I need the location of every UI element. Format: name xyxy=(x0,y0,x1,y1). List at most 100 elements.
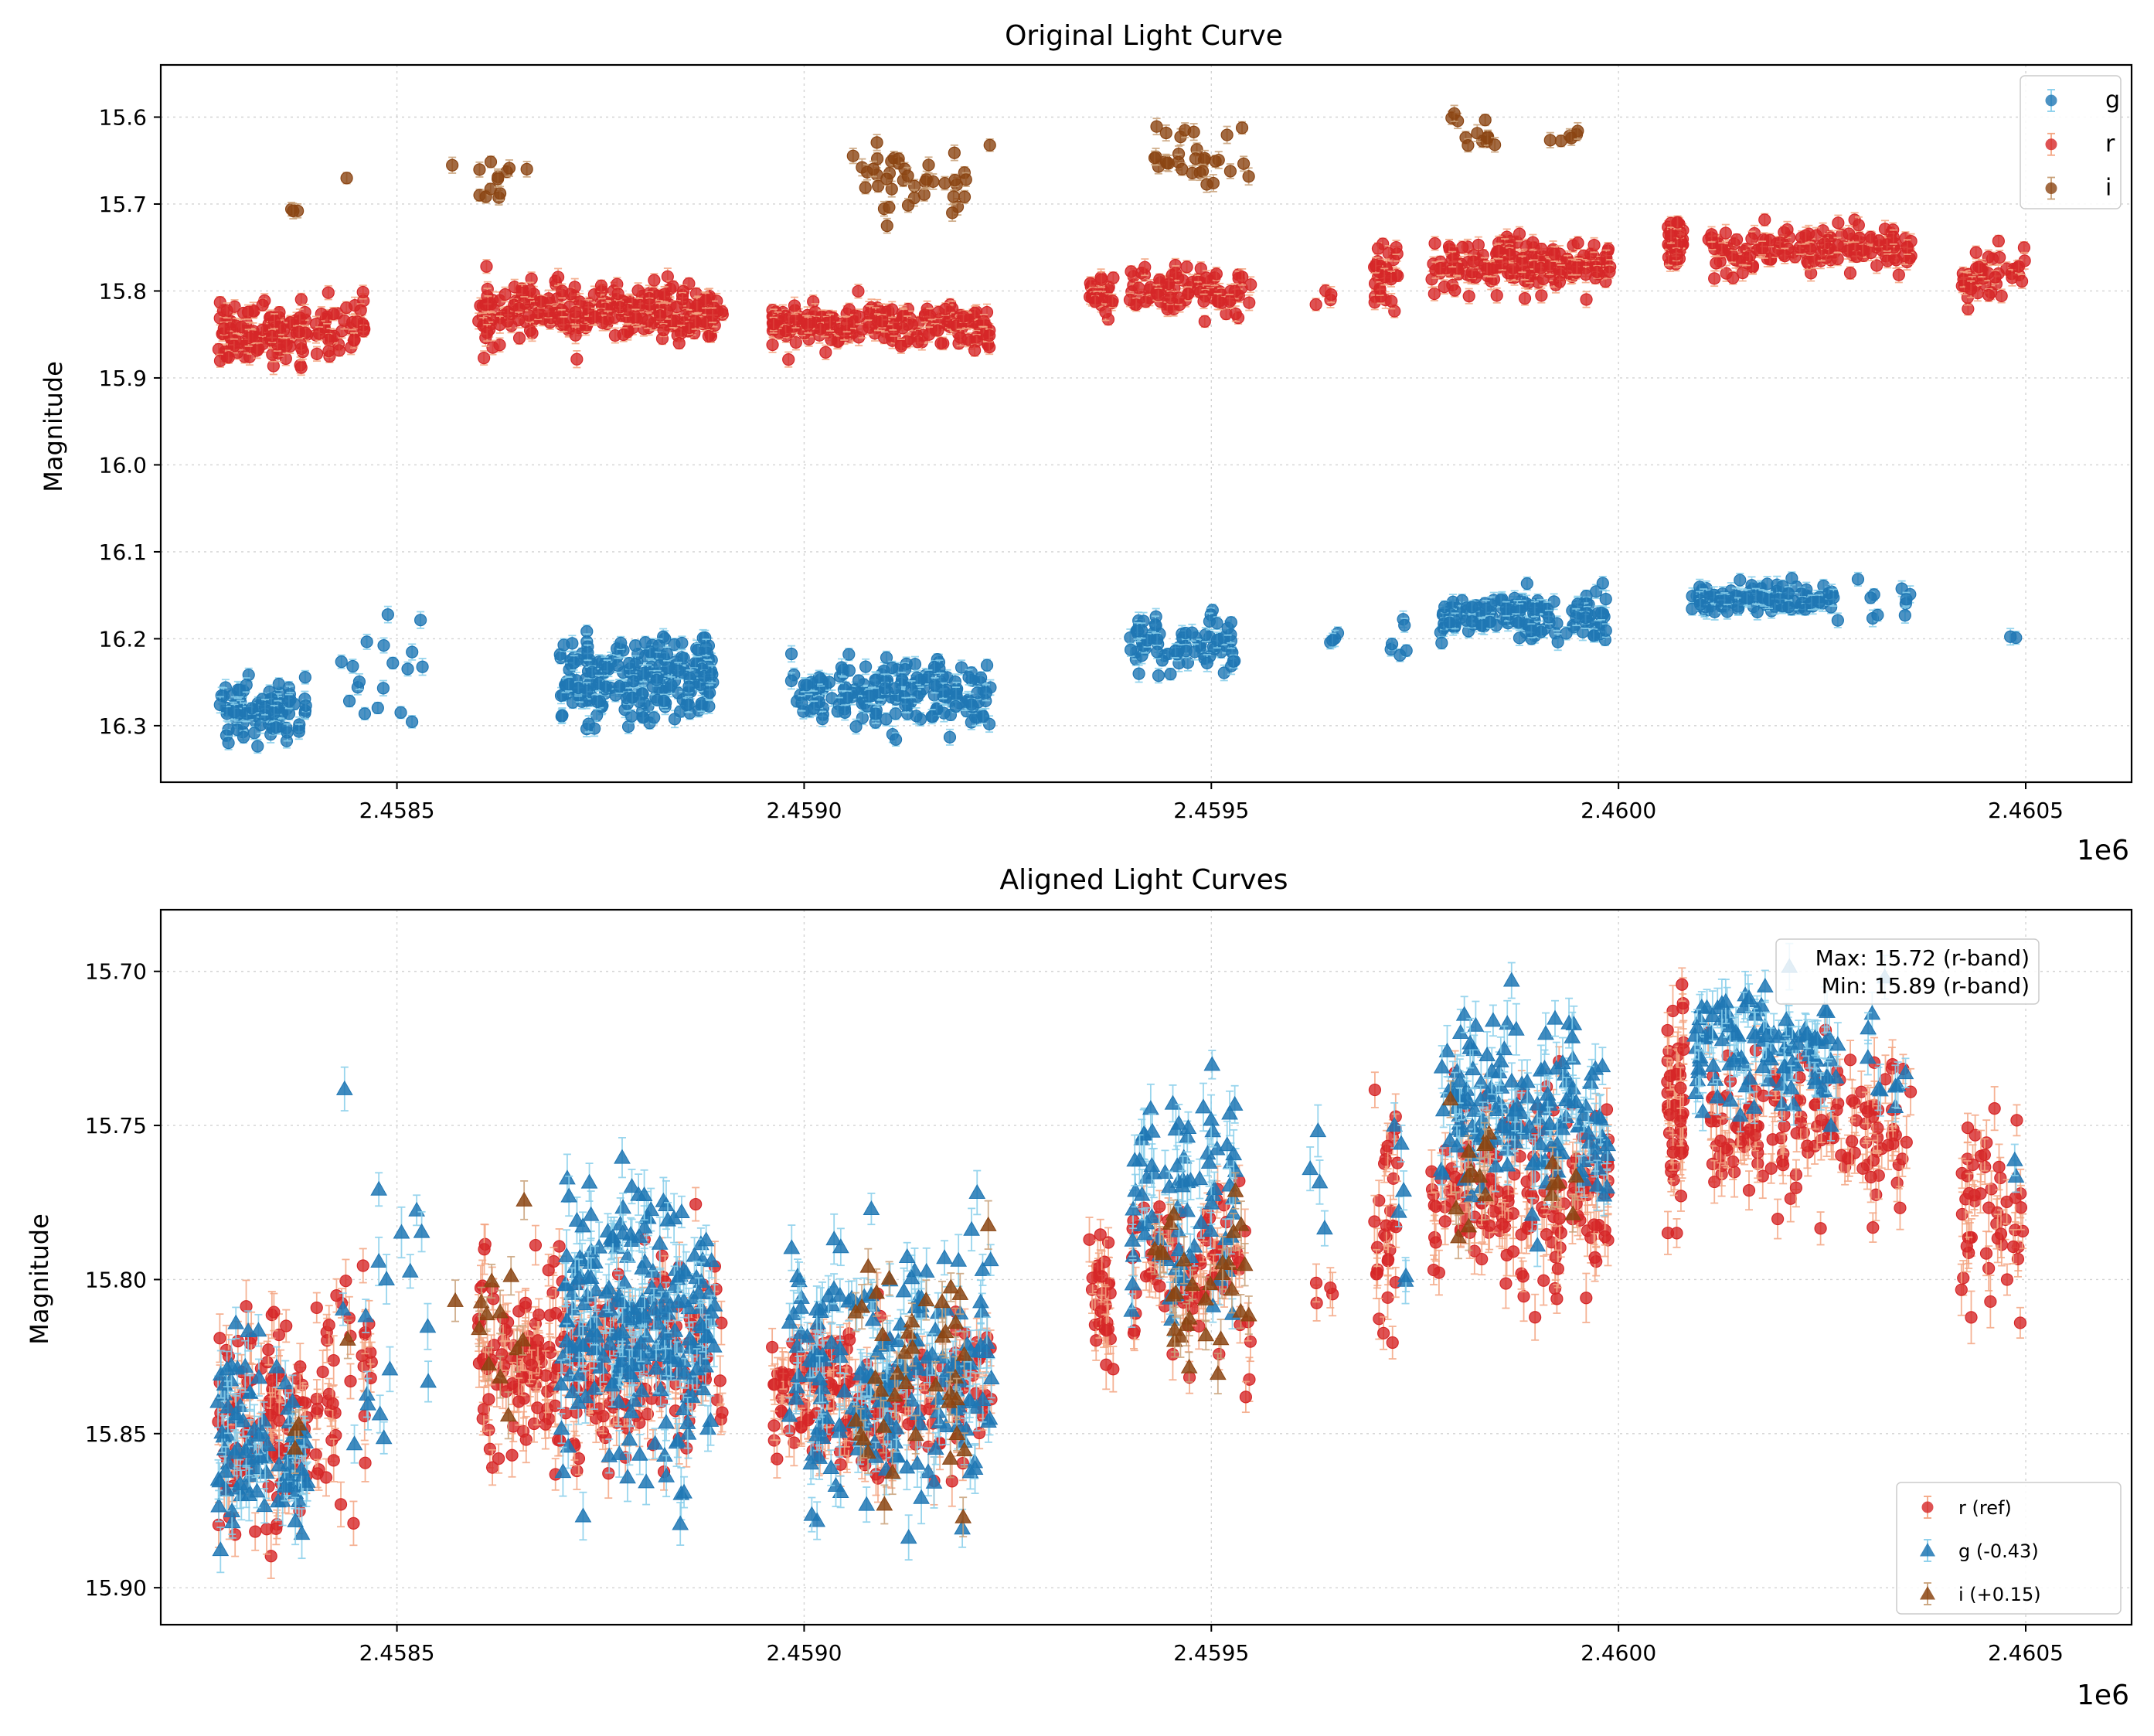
data-point xyxy=(788,300,800,311)
data-point xyxy=(1211,635,1223,646)
data-point xyxy=(1485,616,1496,628)
data-point xyxy=(1572,237,1584,249)
data-point xyxy=(624,658,635,669)
x-tick-label: 2.4590 xyxy=(766,798,842,823)
y-tick-label: 16.1 xyxy=(99,540,147,565)
data-point xyxy=(1199,315,1210,327)
data-point xyxy=(1901,241,1913,253)
data-point xyxy=(1243,171,1254,182)
data-point xyxy=(1152,646,1163,658)
data-point xyxy=(820,346,832,358)
data-point xyxy=(1591,266,1603,277)
legend-marker xyxy=(2046,95,2057,107)
data-point xyxy=(1221,129,1233,141)
data-point xyxy=(1131,625,1143,637)
data-point xyxy=(1212,296,1223,308)
data-point xyxy=(700,642,712,653)
data-point xyxy=(2005,631,2016,642)
data-point xyxy=(328,1455,339,1466)
data-point xyxy=(1553,276,1565,288)
data-point xyxy=(261,1523,273,1535)
data-point xyxy=(1672,216,1683,228)
data-points xyxy=(210,944,2029,1578)
data-point xyxy=(1139,261,1151,273)
data-point xyxy=(296,343,308,355)
data-point xyxy=(523,310,535,322)
data-point xyxy=(1521,578,1533,590)
data-point xyxy=(293,326,305,338)
data-point xyxy=(958,311,969,322)
data-point xyxy=(783,354,795,366)
data-point xyxy=(947,207,958,219)
data-point xyxy=(786,648,798,659)
data-point xyxy=(1819,238,1830,250)
data-point xyxy=(923,159,934,171)
data-point xyxy=(494,319,505,331)
data-point xyxy=(361,636,373,648)
data-point xyxy=(218,323,230,335)
legend: gri xyxy=(2020,76,2121,209)
data-point xyxy=(568,657,580,669)
data-point xyxy=(1447,254,1458,265)
data-point xyxy=(570,306,581,318)
data-point xyxy=(348,1517,359,1529)
data-point xyxy=(897,322,908,334)
data-point xyxy=(1327,635,1339,646)
data-point xyxy=(1552,636,1564,648)
data-point xyxy=(1186,627,1198,638)
data-point xyxy=(1176,163,1188,175)
data-point xyxy=(1600,594,1611,605)
data-point xyxy=(939,178,951,189)
data-point xyxy=(349,335,360,346)
data-point xyxy=(311,1302,322,1313)
data-point xyxy=(1444,617,1455,628)
data-point xyxy=(1843,228,1855,240)
data-point xyxy=(703,330,714,342)
data-point xyxy=(273,679,284,690)
data-point xyxy=(299,672,311,683)
data-point xyxy=(252,740,264,752)
data-point xyxy=(706,309,718,321)
data-point xyxy=(267,330,278,342)
data-point xyxy=(817,713,829,725)
data-point xyxy=(920,174,932,186)
data-point xyxy=(395,706,407,718)
data-point xyxy=(1108,272,1119,284)
data-point xyxy=(689,315,701,327)
data-point xyxy=(402,663,413,675)
data-point xyxy=(847,150,859,162)
data-point xyxy=(407,716,418,727)
data-point xyxy=(886,662,898,673)
data-point xyxy=(628,676,639,687)
data-point xyxy=(1444,241,1455,253)
data-point xyxy=(1480,603,1492,614)
data-point xyxy=(1182,657,1193,669)
data-point xyxy=(1832,614,1843,626)
data-point xyxy=(1152,289,1164,301)
data-point xyxy=(1872,609,1883,621)
data-point xyxy=(322,287,334,298)
y-tick-label: 15.6 xyxy=(99,104,147,130)
data-point xyxy=(1131,299,1142,311)
data-point xyxy=(1201,179,1213,190)
y-axis-label: Magnitude xyxy=(25,1213,54,1345)
data-point xyxy=(300,700,311,711)
data-point xyxy=(261,1356,273,1368)
data-point xyxy=(520,1434,532,1445)
data-point xyxy=(447,159,458,171)
data-point xyxy=(356,1350,368,1361)
data-point xyxy=(1387,638,1398,650)
data-point xyxy=(630,311,641,323)
data-point xyxy=(648,712,660,723)
data-point xyxy=(293,726,305,737)
data-point xyxy=(311,1468,323,1479)
data-point xyxy=(268,707,280,719)
data-point xyxy=(257,299,268,311)
data-point xyxy=(482,327,493,339)
data-point xyxy=(1479,114,1491,126)
data-point xyxy=(221,305,233,316)
y-tick-label: 15.8 xyxy=(99,278,147,304)
data-point xyxy=(268,1306,280,1318)
data-point xyxy=(868,163,880,175)
data-point xyxy=(1734,574,1746,586)
